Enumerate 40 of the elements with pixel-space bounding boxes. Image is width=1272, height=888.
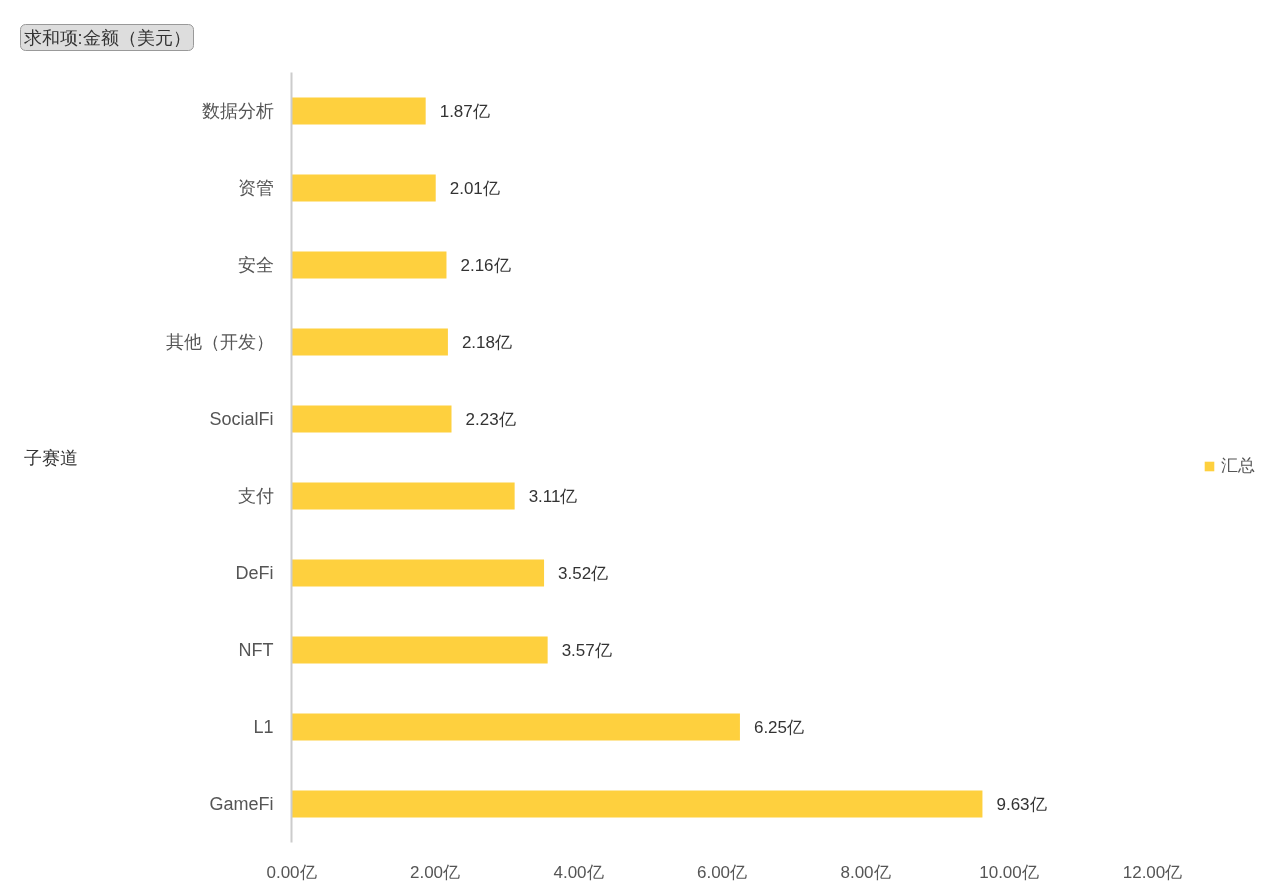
bar — [291, 790, 983, 818]
text: 求和项:金额（美元） — [23, 27, 191, 48]
data-label: 3.52亿 — [558, 563, 609, 583]
data-label: 6.25亿 — [753, 717, 805, 737]
data-label: 2.23亿 — [465, 409, 516, 429]
y-tick-label: GameFi — [209, 794, 274, 814]
data-label: 3.57亿 — [561, 640, 612, 660]
x-tick-label: 0.00亿 — [266, 862, 317, 882]
y-tick-label: 数据分析 — [201, 101, 274, 121]
y-tick-label: SocialFi — [209, 409, 274, 429]
bar — [291, 97, 426, 125]
data-label: 2.18亿 — [461, 332, 513, 352]
y-tick-label: 资管 — [237, 178, 274, 198]
y-tick-label: DeFi — [235, 563, 274, 583]
y-tick-label: L1 — [253, 717, 274, 737]
bar — [291, 251, 447, 279]
x-tick-label: 6.00亿 — [696, 862, 748, 882]
y-tick-label: 安全 — [237, 255, 274, 275]
bar — [291, 636, 548, 664]
x-tick-label: 12.00亿 — [1122, 862, 1183, 882]
bar — [291, 713, 740, 741]
bar — [291, 559, 545, 587]
bar — [291, 405, 452, 433]
data-label: 9.63亿 — [996, 794, 1047, 814]
bar — [291, 328, 448, 356]
data-label: 2.16亿 — [460, 255, 511, 275]
data-label: 2.01亿 — [449, 178, 500, 198]
data-label: 1.87亿 — [439, 101, 490, 121]
bar — [291, 174, 436, 202]
data-label: 3.11亿 — [528, 486, 578, 506]
y-axis-title: 子赛道 — [23, 447, 78, 468]
bar — [291, 482, 515, 510]
y-tick-label: 支付 — [237, 486, 274, 506]
x-tick-label: 4.00亿 — [553, 862, 604, 882]
legend-label: 汇总 — [1221, 455, 1255, 477]
x-tick-label: 8.00亿 — [840, 862, 891, 882]
x-tick-label: 2.00亿 — [409, 862, 461, 882]
x-tick-label: 10.00亿 — [979, 862, 1039, 882]
y-tick-label: NFT — [238, 640, 274, 660]
y-tick-label: 其他（开发） — [165, 332, 274, 352]
